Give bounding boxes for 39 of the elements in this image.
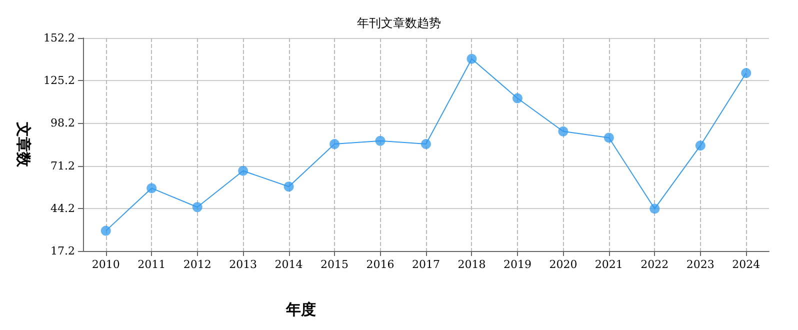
point: [100, 226, 111, 236]
point: [238, 166, 248, 176]
point: [558, 126, 568, 136]
y-axis-title: 文章数: [14, 121, 32, 168]
x-tick-label: 2021: [594, 258, 623, 271]
x-tick-label: 2024: [732, 258, 760, 271]
point: [466, 54, 477, 64]
point: [284, 182, 294, 192]
x-tick-label: 2011: [138, 258, 166, 271]
y-tick-label: 98.2: [50, 116, 75, 130]
x-tick-label: 2023: [686, 258, 714, 271]
x-tick-label: 2013: [229, 258, 258, 271]
y-tick-label: 17.2: [50, 244, 75, 258]
point: [421, 139, 431, 150]
x-tick-label: 2017: [412, 258, 440, 271]
x-tick-label: 2016: [366, 258, 394, 271]
x-tick-label: 2010: [92, 258, 120, 271]
y-tick-label: 44.2: [50, 202, 75, 215]
x-tick-label: 2015: [320, 258, 349, 271]
x-tick-label: 2018: [458, 258, 486, 271]
y-tick-label: 125.2: [44, 74, 75, 88]
point: [330, 139, 340, 150]
x-tick-label: 2020: [549, 258, 578, 271]
point: [146, 183, 157, 194]
point: [741, 68, 752, 78]
chart-title: 年刊文章数趋势: [357, 16, 441, 30]
x-tick-label: 2019: [503, 258, 532, 271]
x-axis-title: 年度: [285, 300, 316, 318]
x-tick-label: 2022: [640, 258, 669, 271]
y-tick-label: 152.2: [44, 32, 75, 44]
x-tick-label: 2014: [274, 258, 303, 271]
point: [650, 204, 660, 214]
x-tick-label: 2012: [183, 258, 212, 271]
y-tick-label: 71.2: [50, 159, 75, 172]
point: [512, 93, 522, 104]
point: [695, 140, 706, 151]
point: [192, 202, 202, 212]
point: [604, 132, 614, 143]
point: [375, 136, 386, 146]
